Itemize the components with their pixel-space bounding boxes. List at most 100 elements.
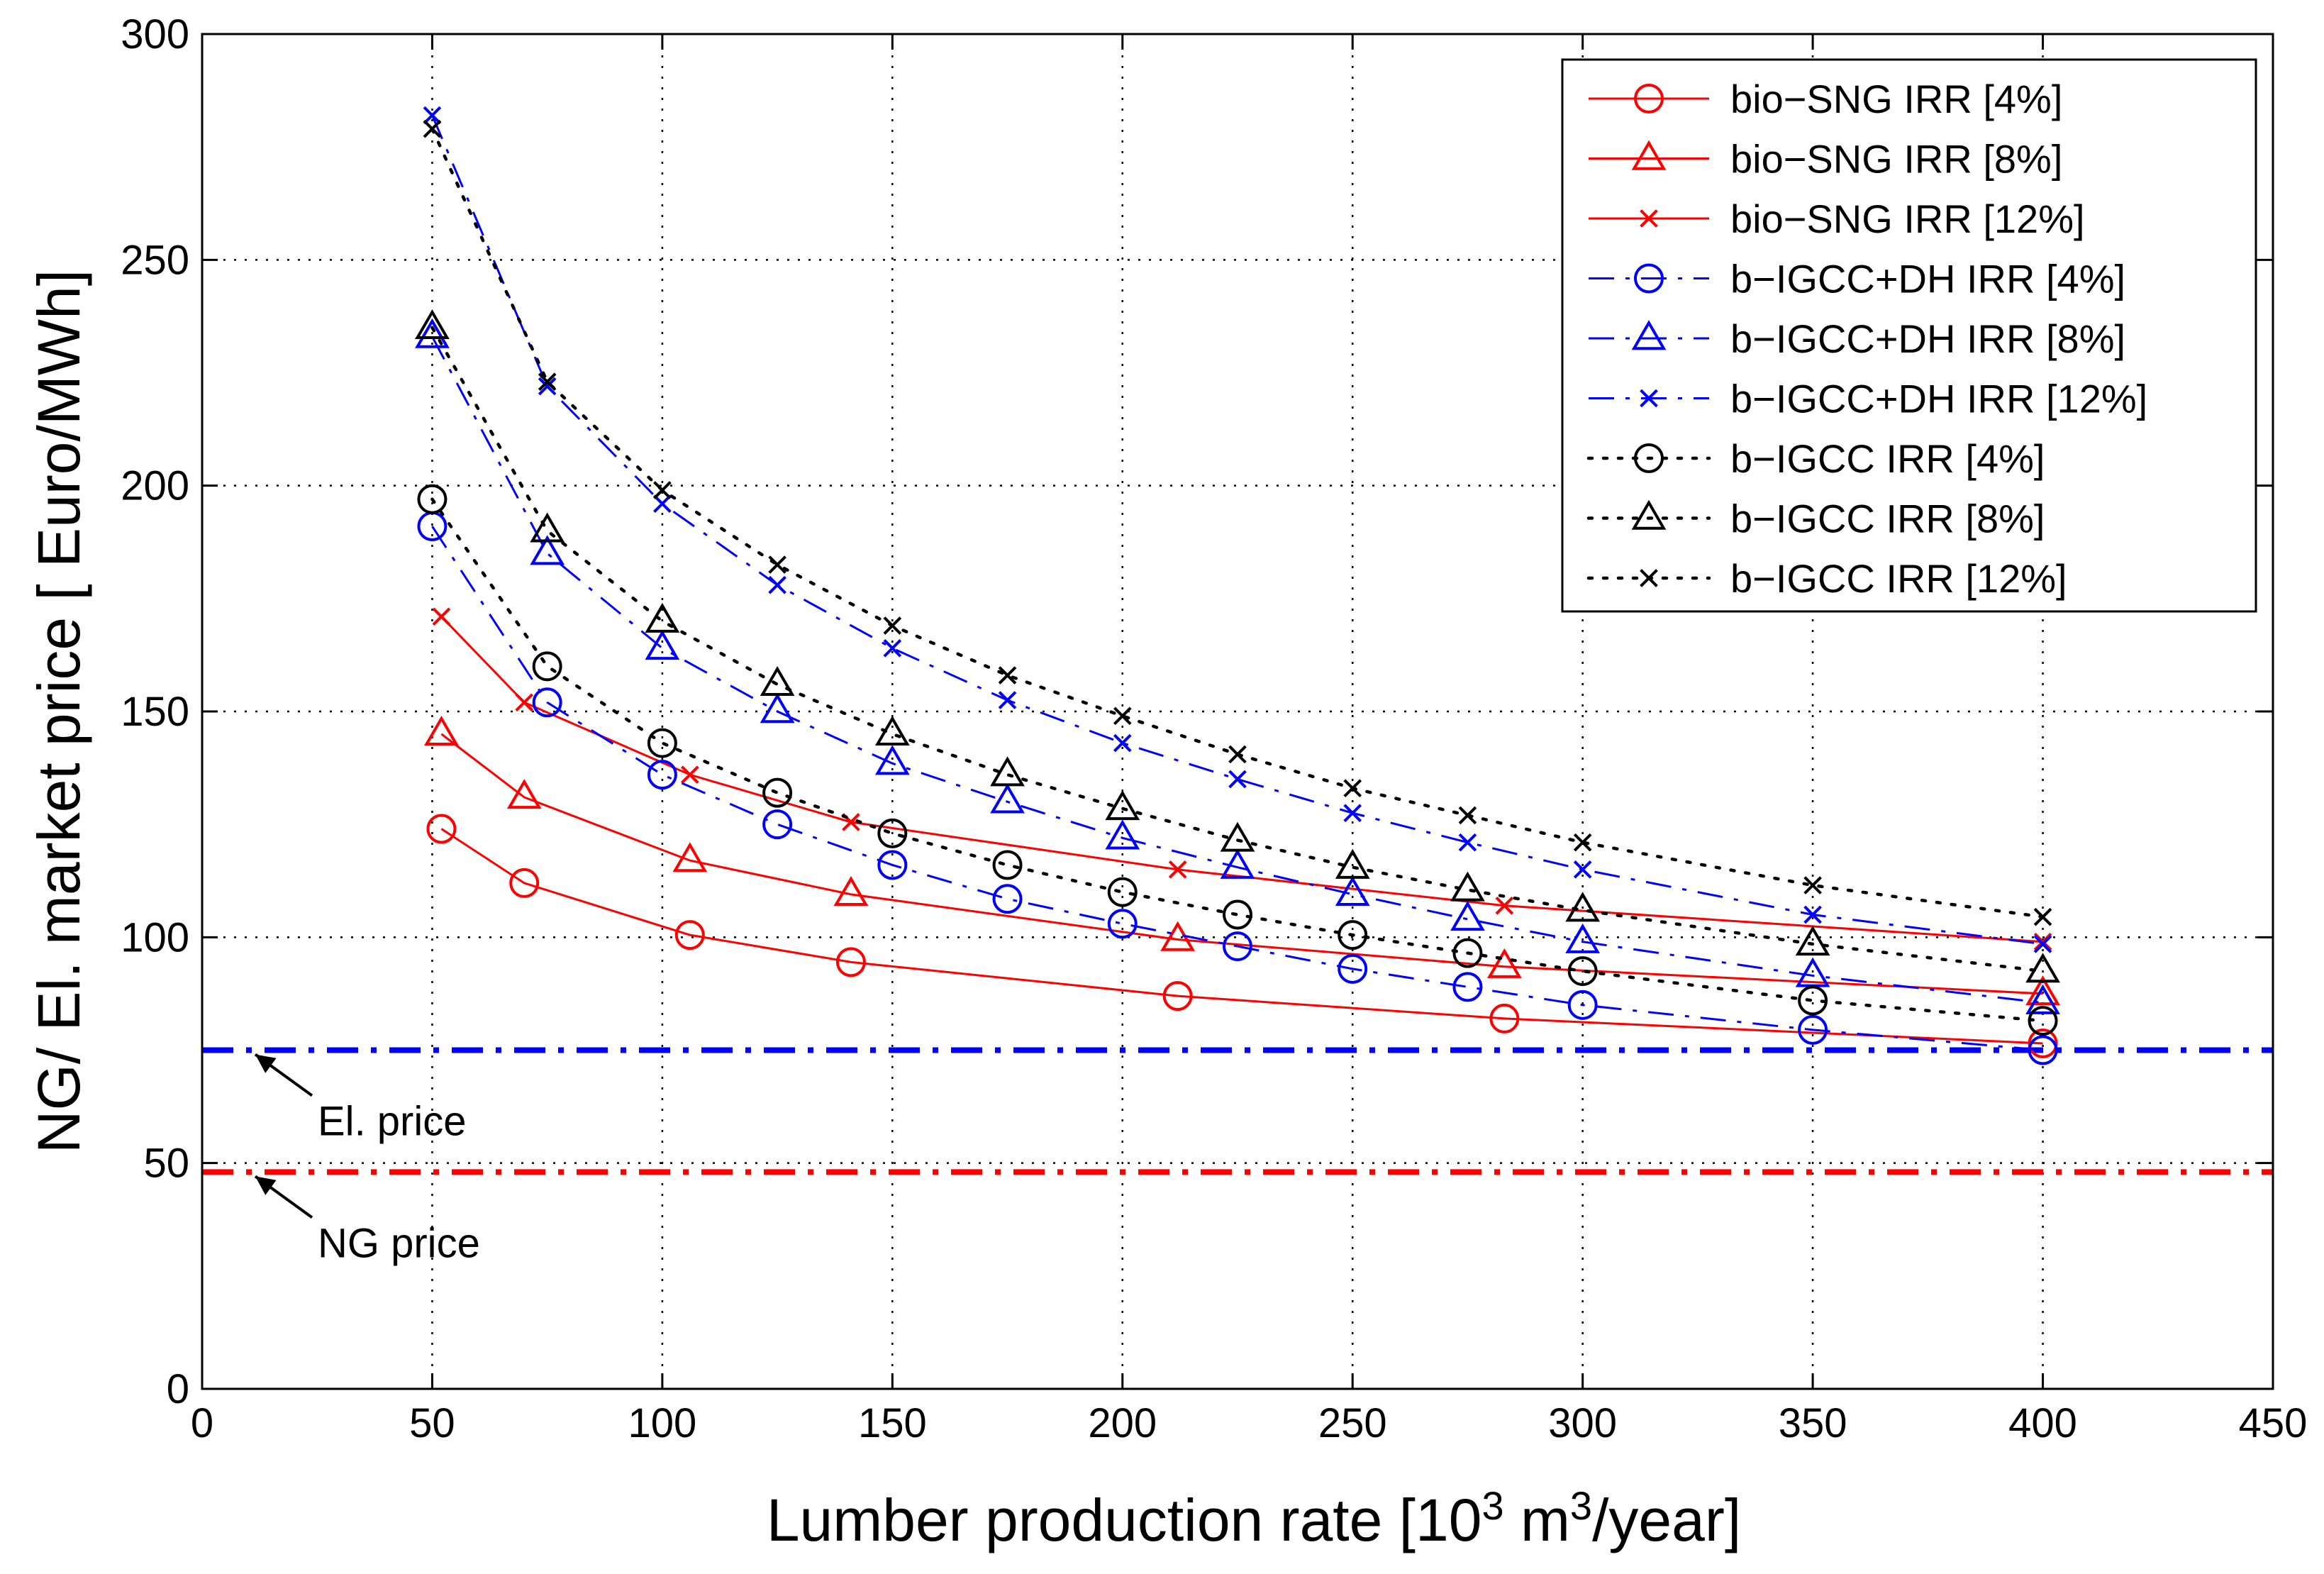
marker-triangle <box>1105 790 1140 821</box>
series-line <box>430 497 2045 1023</box>
annotation-label: El. price <box>318 1099 467 1145</box>
legend-entry: b−IGCC IRR [4%] <box>1586 436 2045 481</box>
marker-triangle <box>645 602 680 633</box>
marker-x <box>768 575 786 594</box>
legend-label: b−IGCC IRR [4%] <box>1730 436 2045 481</box>
x-tick-label: 350 <box>1779 1400 1847 1446</box>
legend-entry: bio−SNG IRR [12%] <box>1589 196 2085 241</box>
marker-triangle <box>1565 923 1601 953</box>
marker-circle <box>1634 263 1664 294</box>
series-7 <box>415 309 2060 983</box>
legend-entry: b−IGCC IRR [12%] <box>1586 556 2067 601</box>
x-tick-label: 300 <box>1548 1400 1617 1446</box>
marker-triangle <box>1450 901 1485 931</box>
series-6 <box>417 484 2058 1036</box>
legend-entry: bio−SNG IRR [8%] <box>1589 137 2062 182</box>
marker-triangle <box>1335 848 1370 879</box>
series-1 <box>424 715 2060 1006</box>
marker-x <box>883 639 902 658</box>
marker-triangle <box>874 745 910 775</box>
legend-label: bio−SNG IRR [12%] <box>1730 196 2085 241</box>
marker-x <box>2033 932 2052 951</box>
x-tick-label: 400 <box>2008 1400 2077 1446</box>
annotation-label: NG price <box>318 1220 480 1266</box>
marker-circle <box>877 818 908 848</box>
marker-circle <box>532 651 562 682</box>
marker-circle <box>1338 953 1368 984</box>
annotation-arrow-head <box>255 1176 277 1195</box>
series-8 <box>423 119 2052 926</box>
legend: bio−SNG IRR [4%] bio−SNG IRR [8%] bio−SNG … <box>1561 58 2257 613</box>
annotations: El. price NG price <box>254 1053 480 1266</box>
marker-x <box>2033 935 2052 953</box>
x-tick-label: 100 <box>628 1400 696 1446</box>
x-tick-label: 150 <box>858 1400 927 1446</box>
marker-triangle <box>2025 984 2060 1014</box>
x-axis-label: Lumber production rate [103 m3/year] <box>767 1483 1741 1553</box>
legend-entry: b−IGCC+DH IRR [12%] <box>1589 377 2147 421</box>
marker-circle <box>1107 877 1138 907</box>
y-axis-label: NG/ El. market price [ Euro/MWh] <box>26 270 92 1153</box>
marker-x <box>2033 907 2052 926</box>
marker-x <box>1803 905 1822 924</box>
marker-x <box>1495 896 1514 915</box>
legend-label: b−IGCC IRR [12%] <box>1730 556 2067 601</box>
marker-x <box>1168 860 1187 879</box>
marker-triangle <box>415 309 450 340</box>
x-tick-label: 200 <box>1088 1400 1157 1446</box>
marker-circle <box>762 809 793 840</box>
series-4 <box>415 318 2060 1014</box>
marker-x <box>768 555 786 574</box>
marker-x <box>998 691 1017 709</box>
marker-triangle <box>1631 320 1667 350</box>
marker-circle <box>1107 909 1138 939</box>
marker-circle <box>992 850 1023 880</box>
marker-triangle <box>1565 892 1601 922</box>
marker-circle <box>647 760 677 790</box>
marker-circle <box>1798 1014 1828 1045</box>
marker-x <box>883 616 902 635</box>
marker-x <box>1458 806 1477 825</box>
marker-triangle <box>990 783 1025 814</box>
marker-circle <box>2028 1006 2058 1036</box>
marker-triangle <box>1486 948 1522 978</box>
x-tick-label: 0 <box>191 1400 213 1446</box>
marker-x <box>998 666 1017 685</box>
marker-x <box>1573 860 1592 879</box>
y-tick-label: 300 <box>121 11 189 57</box>
legend-label: bio−SNG IRR [8%] <box>1730 137 2062 182</box>
marker-triangle <box>990 756 1025 787</box>
marker-circle <box>1338 920 1368 951</box>
series-line <box>430 326 2045 973</box>
y-tick-label: 50 <box>143 1141 189 1187</box>
series-line <box>431 336 2043 1004</box>
marker-triangle <box>530 512 565 543</box>
marker-triangle <box>2025 953 2060 983</box>
legend-entry: bio−SNG IRR [4%] <box>1589 77 2062 121</box>
marker-triangle <box>645 630 680 660</box>
legend-entry: b−IGCC+DH IRR [4%] <box>1589 257 2125 301</box>
marker-triangle <box>1335 876 1370 907</box>
marker-circle <box>1798 985 1828 1016</box>
marker-circle <box>1489 1003 1520 1033</box>
marker-circle <box>509 868 540 898</box>
marker-x <box>432 607 451 626</box>
marker-x <box>681 765 699 784</box>
marker-triangle <box>1631 499 1667 530</box>
x-tick-label: 50 <box>409 1400 455 1446</box>
marker-triangle <box>424 715 459 746</box>
legend-entry: b−IGCC+DH IRR [8%] <box>1589 316 2125 361</box>
marker-x <box>423 119 442 138</box>
marker-circle <box>1567 956 1598 987</box>
marker-circle <box>762 777 793 808</box>
marker-x <box>1343 779 1362 798</box>
y-tick-label: 150 <box>121 689 189 735</box>
marker-circle <box>1567 990 1598 1020</box>
series-5 <box>423 106 2052 953</box>
marker-x <box>1803 876 1822 894</box>
legend-label: b−IGCC IRR [8%] <box>1730 497 2045 541</box>
marker-circle <box>835 947 866 977</box>
marker-triangle <box>833 876 869 907</box>
marker-x <box>515 693 534 712</box>
marker-triangle <box>1631 140 1667 170</box>
